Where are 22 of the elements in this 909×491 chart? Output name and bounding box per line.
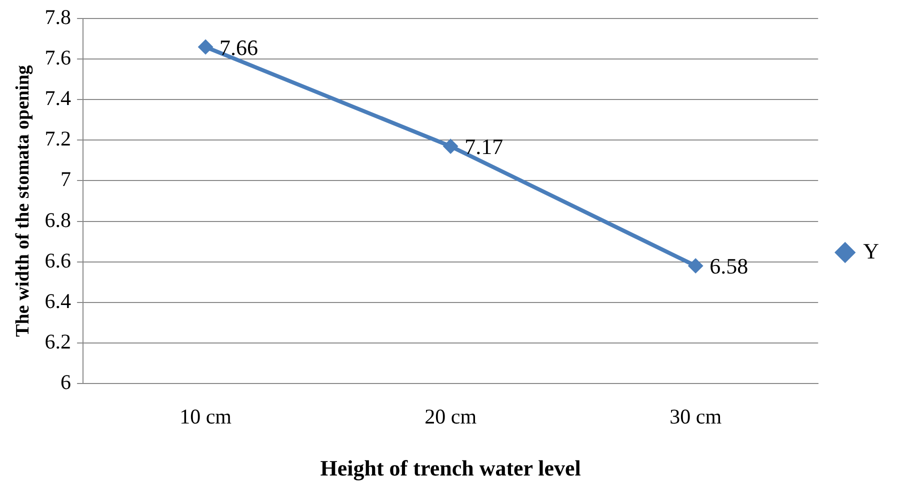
y-axis-title: The width of the stomata opening xyxy=(12,64,34,337)
y-tick-label: 6 xyxy=(60,370,72,394)
y-tick-label: 7 xyxy=(60,167,72,192)
x-tick-label: 10 cm xyxy=(180,404,232,429)
y-tick-label: 7.8 xyxy=(44,5,72,30)
data-label: 7.17 xyxy=(464,134,504,160)
y-tick-label: 6.2 xyxy=(44,329,72,354)
y-tick-label: 7.6 xyxy=(44,46,72,70)
x-tick-label: 20 cm xyxy=(424,404,477,429)
y-tick-label: 7.2 xyxy=(44,126,72,151)
y-tick-label: 6.8 xyxy=(44,208,72,232)
y-tick-label: 6.4 xyxy=(44,288,72,313)
x-axis-title: Height of trench water level xyxy=(320,455,581,480)
point xyxy=(688,258,704,274)
point xyxy=(443,138,458,154)
legend-label: Y xyxy=(863,238,880,264)
y-tick-label: 6.6 xyxy=(44,248,72,272)
point xyxy=(198,39,214,54)
x-tick-label: 30 cm xyxy=(670,404,722,429)
data-label: 7.66 xyxy=(220,34,258,60)
data-label: 6.58 xyxy=(710,254,748,279)
y-tick-label: 7.4 xyxy=(44,86,72,110)
